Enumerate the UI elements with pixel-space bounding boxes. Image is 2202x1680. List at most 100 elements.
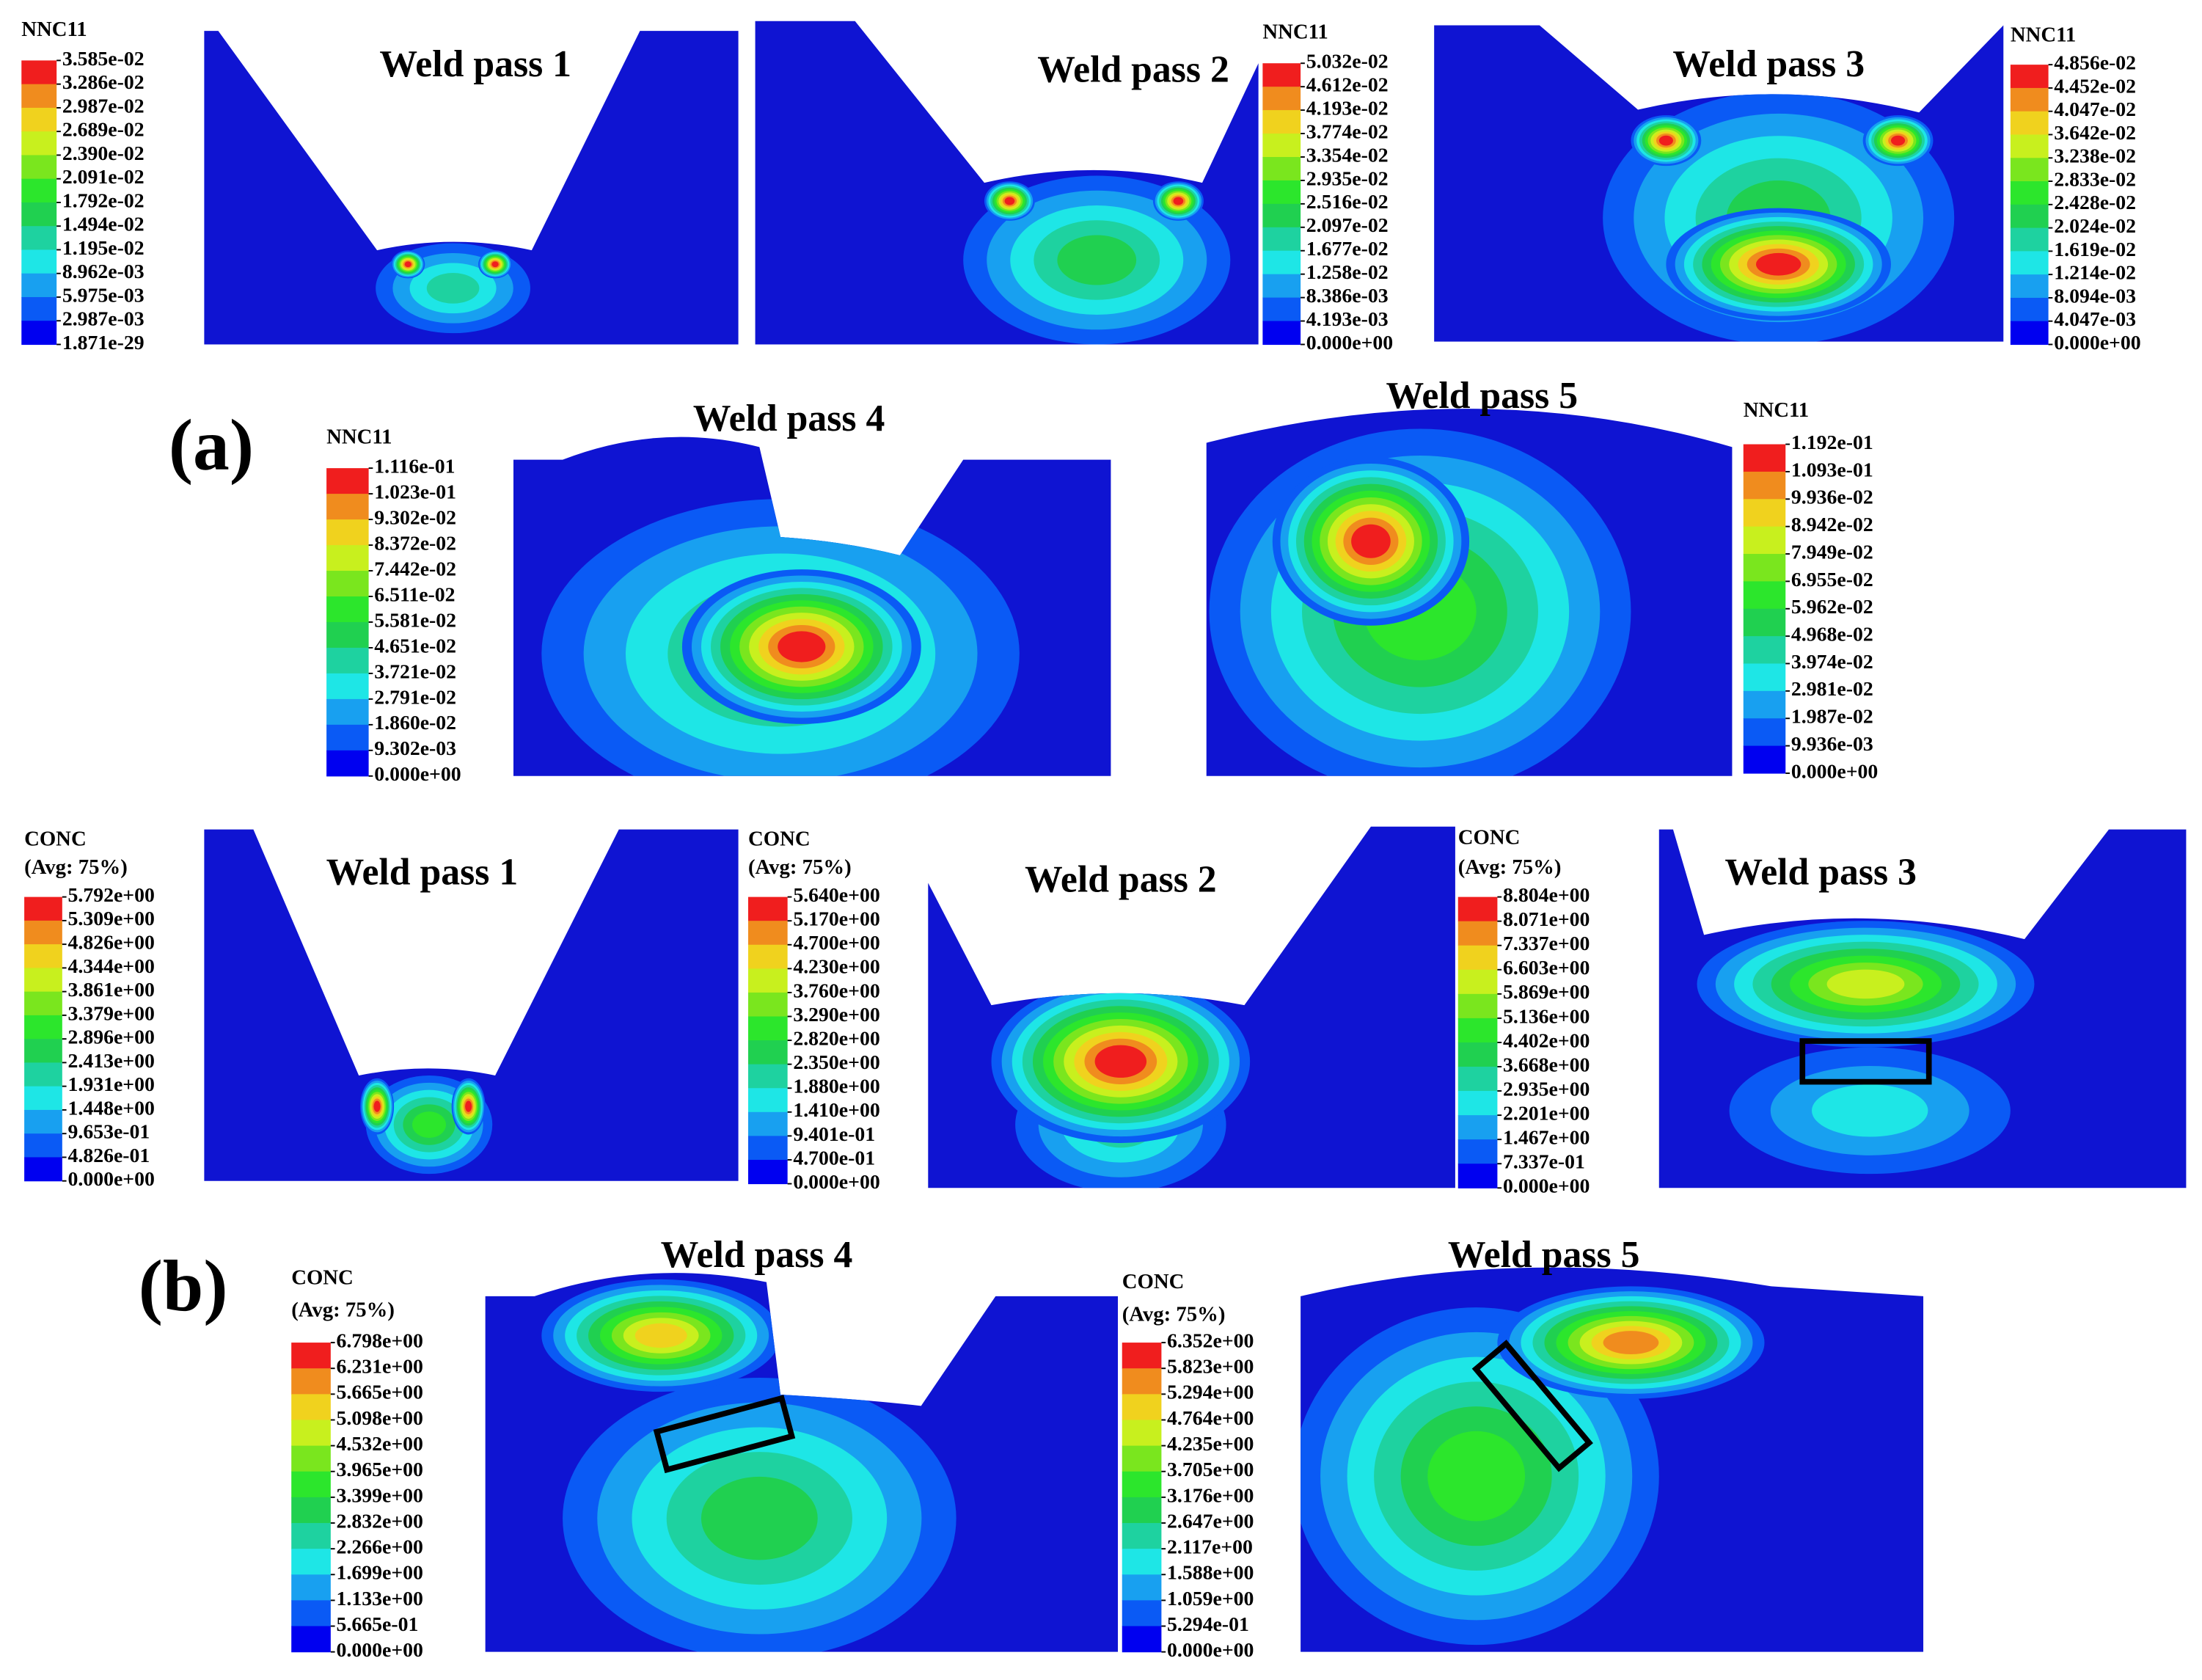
color-band [1743,526,1786,555]
contour-band [426,272,480,304]
legend-label: 1.133e+00 [337,1588,423,1610]
contour-band [1826,969,1905,999]
legend-label: 4.651e-02 [374,635,456,657]
legend-label: 2.413e+00 [68,1050,155,1073]
contour-band [491,261,499,268]
color-band [24,896,62,921]
color-band [326,750,369,777]
legend-label: 5.581e-02 [374,609,456,632]
plot-title: Weld pass 3 [1672,43,1865,85]
contour-band [1057,235,1137,285]
legend-label: 4.235e+00 [1167,1433,1254,1456]
legend-label: 3.965e+00 [337,1458,423,1481]
legend-label: 4.700e+00 [793,932,879,954]
plot-title: Weld pass 4 [693,398,885,439]
legend-label: 2.987e-02 [62,95,145,117]
color-band [1122,1574,1162,1601]
color-band [2010,251,2049,275]
legend-label: 2.820e+00 [793,1027,879,1050]
legend-label: 2.428e-02 [2054,191,2136,214]
legend-subheader: (Avg: 75%) [24,855,128,879]
legend-subheader: (Avg: 75%) [748,855,852,879]
legend-header: CONC [1458,826,1521,850]
legend-label: 6.511e-02 [374,583,455,606]
legend-label: 0.000e+00 [1503,1175,1590,1198]
color-band [748,968,788,993]
legend-label: 3.760e+00 [793,979,879,1002]
color-band [2010,87,2049,112]
color-band [2010,297,2049,322]
color-band [1122,1343,1162,1369]
color-band [24,1109,62,1134]
color-band [2010,274,2049,299]
color-band [1262,274,1301,299]
color-band [21,60,57,85]
color-band [326,647,369,674]
highlight-box [653,1395,796,1474]
legend-label: 2.024e-02 [2054,215,2136,238]
contour-plot [485,1273,1118,1652]
color-band [24,1086,62,1111]
contours [360,1075,493,1175]
color-band [748,896,788,921]
legend-label: 0.000e+00 [1791,760,1878,783]
color-band [1122,1445,1162,1472]
legend-label: 0.000e+00 [1167,1639,1254,1662]
legend-label: 1.987e-02 [1791,706,1873,728]
contour-plot [1206,409,1733,776]
contour-band [1427,1431,1526,1522]
color-band [1122,1626,1162,1653]
color-band [2010,65,2049,89]
color-band [1743,581,1786,610]
color-band [326,545,369,571]
plate [204,829,739,1181]
color-band [1262,297,1301,322]
legend-label: 6.231e+00 [337,1356,423,1378]
contour-band [1173,197,1184,205]
legend-label: 2.987e-03 [62,308,145,331]
contour-band [1812,1084,1928,1137]
color-band [24,1062,62,1087]
color-band [291,1368,331,1395]
legend-label: 1.871e-29 [62,332,145,354]
legend-label: 3.176e+00 [1167,1484,1254,1507]
contour-plot [1301,1267,1924,1652]
color-band [1457,1139,1498,1164]
legend-label: 3.774e-02 [1306,120,1389,143]
legend-label: 3.379e+00 [68,1002,155,1025]
color-band [1457,1091,1498,1116]
color-band [21,131,57,156]
color-band [1262,203,1301,228]
color-band [2010,204,2049,229]
legend-label: 7.337e-01 [1503,1151,1585,1174]
legend-label: 5.294e+00 [1167,1381,1254,1404]
legend-label: 8.386e-03 [1306,285,1389,307]
color-band [2010,134,2049,158]
legend-label: 5.098e+00 [337,1407,423,1430]
color-band [291,1394,331,1421]
contour-band [1603,1331,1659,1355]
color-band [1262,250,1301,275]
color-band [24,1133,62,1158]
legend-label: 0.000e+00 [68,1168,155,1191]
legend-label: 3.705e+00 [1167,1458,1254,1481]
legend-header: NNC11 [326,425,392,448]
legend-label: 5.309e+00 [68,907,155,930]
color-band [1457,1115,1498,1140]
color-band [1457,945,1498,971]
legend-header: NNC11 [1262,21,1328,44]
color-band [1743,690,1786,719]
legend-label: 5.823e+00 [1167,1356,1254,1378]
legend-label: 4.826e-01 [68,1144,150,1167]
contour-band [373,1100,381,1112]
color-band [1262,227,1301,252]
contour-plot [204,31,739,345]
legend-label: 5.665e-01 [337,1613,419,1636]
color-band [1457,1042,1498,1067]
legend-label: 2.350e+00 [793,1051,879,1074]
legend-label: 5.975e-03 [62,284,145,307]
contour-band [404,261,411,268]
contours [1603,91,1955,342]
legend-label: 3.585e-02 [62,48,145,70]
